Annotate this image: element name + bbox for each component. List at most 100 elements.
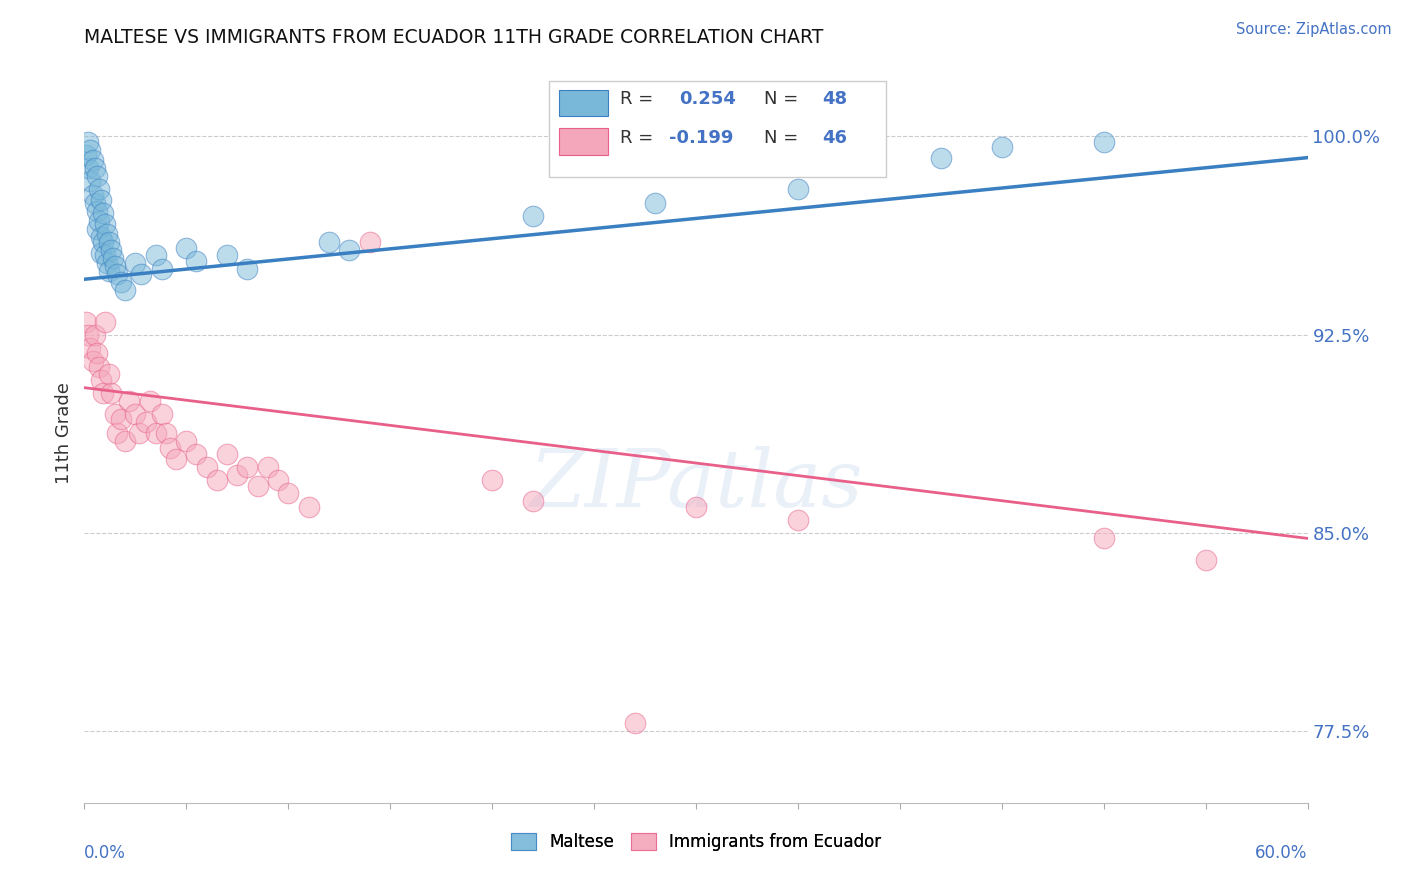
- Text: N =: N =: [765, 129, 804, 147]
- Point: [145, 248, 167, 262]
- Point: [929, 151, 952, 165]
- Point: [205, 473, 228, 487]
- Point: [787, 182, 810, 196]
- Point: [77, 161, 100, 176]
- Point: [100, 386, 122, 401]
- Point: [97, 235, 120, 250]
- Point: [150, 407, 173, 421]
- Point: [91, 235, 114, 250]
- Point: [110, 412, 132, 426]
- FancyBboxPatch shape: [550, 81, 886, 178]
- Point: [339, 243, 361, 257]
- Point: [1092, 532, 1115, 546]
- Point: [90, 373, 112, 387]
- Point: [86, 346, 108, 360]
- Text: MALTESE VS IMMIGRANTS FROM ECUADOR 11TH GRADE CORRELATION CHART: MALTESE VS IMMIGRANTS FROM ECUADOR 11TH …: [84, 28, 824, 47]
- Point: [93, 217, 115, 231]
- Point: [77, 327, 100, 342]
- Point: [217, 447, 239, 461]
- Point: [83, 195, 105, 210]
- Point: [86, 169, 108, 183]
- Point: [257, 460, 280, 475]
- Point: [86, 203, 108, 218]
- Point: [174, 434, 197, 448]
- Point: [186, 253, 208, 268]
- Point: [86, 222, 108, 236]
- Point: [96, 256, 118, 270]
- Point: [87, 182, 110, 196]
- Point: [1092, 135, 1115, 149]
- Point: [114, 434, 136, 448]
- Text: 60.0%: 60.0%: [1256, 844, 1308, 862]
- Text: 46: 46: [823, 129, 846, 147]
- Point: [75, 314, 97, 328]
- Point: [159, 442, 181, 456]
- Point: [79, 174, 101, 188]
- Point: [318, 235, 340, 250]
- Point: [105, 267, 128, 281]
- Point: [104, 407, 127, 421]
- Point: [90, 245, 112, 260]
- Point: [83, 327, 105, 342]
- Point: [1195, 552, 1218, 566]
- Text: ZIPatlas: ZIPatlas: [529, 446, 863, 524]
- Point: [150, 261, 173, 276]
- Point: [522, 209, 544, 223]
- Text: 48: 48: [823, 90, 846, 109]
- Point: [110, 275, 132, 289]
- Point: [77, 135, 100, 149]
- Point: [128, 425, 150, 440]
- Point: [267, 473, 290, 487]
- Point: [787, 513, 810, 527]
- Point: [481, 473, 503, 487]
- Point: [91, 206, 114, 220]
- Point: [217, 248, 239, 262]
- Point: [165, 452, 187, 467]
- Point: [90, 230, 112, 244]
- Point: [644, 195, 666, 210]
- Point: [277, 486, 299, 500]
- Point: [93, 248, 115, 262]
- Point: [87, 359, 110, 374]
- Point: [145, 425, 167, 440]
- Point: [174, 240, 197, 255]
- Point: [82, 354, 104, 368]
- Text: -0.199: -0.199: [669, 129, 734, 147]
- Point: [991, 140, 1014, 154]
- Point: [79, 143, 101, 157]
- Point: [97, 368, 120, 382]
- Point: [101, 251, 124, 265]
- Point: [90, 193, 112, 207]
- Point: [359, 235, 381, 250]
- Point: [685, 500, 707, 514]
- Legend: Maltese, Immigrants from Ecuador: Maltese, Immigrants from Ecuador: [505, 826, 887, 857]
- Y-axis label: 11th Grade: 11th Grade: [55, 382, 73, 483]
- Point: [124, 407, 146, 421]
- Point: [522, 494, 544, 508]
- Point: [97, 264, 120, 278]
- Text: 0.0%: 0.0%: [84, 844, 127, 862]
- Point: [246, 478, 269, 492]
- Text: Source: ZipAtlas.com: Source: ZipAtlas.com: [1236, 22, 1392, 37]
- Point: [298, 500, 321, 514]
- Point: [91, 386, 114, 401]
- Point: [624, 716, 647, 731]
- Point: [100, 243, 122, 257]
- Point: [114, 283, 136, 297]
- Point: [135, 415, 157, 429]
- Text: R =: R =: [620, 129, 659, 147]
- Text: 0.254: 0.254: [679, 90, 735, 109]
- Point: [155, 425, 177, 440]
- Point: [195, 460, 218, 475]
- Text: N =: N =: [765, 90, 804, 109]
- Point: [75, 148, 97, 162]
- Point: [105, 425, 128, 440]
- Point: [87, 214, 110, 228]
- Point: [79, 341, 101, 355]
- Text: R =: R =: [620, 90, 659, 109]
- Point: [93, 314, 115, 328]
- Point: [226, 467, 249, 482]
- Point: [82, 153, 104, 168]
- Point: [138, 393, 160, 408]
- Point: [236, 460, 259, 475]
